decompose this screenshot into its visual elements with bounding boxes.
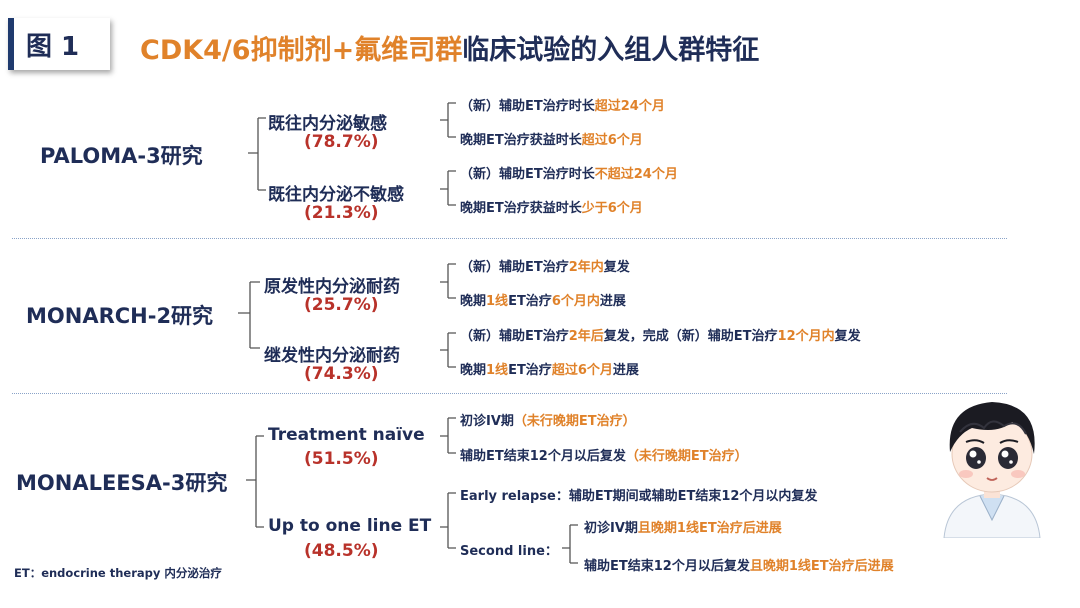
bracket-monaleesa — [246, 435, 264, 528]
criterion: （新）辅助ET治疗时长不超过24个月 — [460, 167, 678, 182]
bracket-monarch-g2 — [440, 332, 456, 368]
separator-1 — [12, 238, 1007, 239]
doctor-avatar-illustration — [943, 402, 1041, 538]
group-percent: (78.7%) — [304, 132, 379, 152]
footnote: ET：endocrine therapy 内分泌治疗 — [14, 566, 222, 580]
title-part2: 临床试验的入组人群特征 — [462, 35, 760, 66]
group-label: Treatment naïve — [268, 425, 425, 445]
study-name-paloma: PALOMA-3研究 — [40, 144, 203, 168]
bracket-paloma-g1 — [440, 102, 456, 138]
study-name-monarch: MONARCH-2研究 — [26, 304, 214, 328]
group-label: 既往内分泌敏感 — [268, 114, 387, 134]
bracket-second-line — [562, 524, 578, 564]
criterion: 晚期1线ET治疗超过6个月进展 — [460, 363, 639, 378]
group-percent: (48.5%) — [304, 541, 379, 561]
bracket-monarch-g1 — [440, 263, 456, 299]
figure-label: 图 1 — [8, 18, 110, 70]
page-title: CDK4/6抑制剂+氟维司群临床试验的入组人群特征 — [140, 28, 759, 67]
group-label: 继发性内分泌耐药 — [264, 346, 400, 366]
criterion: 初诊IV期（未行晚期ET治疗） — [460, 414, 636, 429]
criterion: （新）辅助ET治疗2年内复发 — [460, 260, 630, 275]
separator-2 — [12, 393, 1007, 394]
figure-label-text: 图 1 — [26, 32, 80, 62]
bracket-monaleesa-g1 — [440, 417, 456, 454]
bracket-monaleesa-g2 — [440, 492, 456, 549]
group-percent: (74.3%) — [304, 364, 379, 384]
early-relapse-criterion: Early relapse：辅助ET期间或辅助ET结束12个月以内复发 — [460, 489, 818, 504]
group-percent: (25.7%) — [304, 295, 379, 315]
group-label: Up to one line ET — [268, 516, 432, 536]
bracket-monarch — [238, 281, 260, 349]
group-label: 原发性内分泌耐药 — [264, 277, 400, 297]
criterion: 晚期1线ET治疗6个月内进展 — [460, 294, 626, 309]
criterion: 晚期ET治疗获益时长少于6个月 — [460, 201, 643, 216]
criterion: （新）辅助ET治疗时长超过24个月 — [460, 99, 665, 114]
criterion: 初诊IV期且晚期1线ET治疗后进展 — [584, 521, 782, 536]
criterion: 晚期ET治疗获益时长超过6个月 — [460, 133, 643, 148]
group-percent: (21.3%) — [304, 203, 379, 223]
group-label: 既往内分泌不敏感 — [268, 185, 404, 205]
criterion: 辅助ET结束12个月以后复发（未行晚期ET治疗） — [460, 449, 748, 464]
bracket-paloma-g2 — [440, 170, 456, 206]
criterion: （新）辅助ET治疗2年后复发，完成（新）辅助ET治疗12个月内复发 — [460, 329, 861, 344]
bracket-paloma — [248, 117, 266, 191]
second-line-label: Second line： — [460, 544, 558, 559]
criterion: 辅助ET结束12个月以后复发且晚期1线ET治疗后进展 — [584, 559, 894, 574]
study-name-monaleesa: MONALEESA-3研究 — [16, 471, 228, 495]
group-percent: (51.5%) — [304, 449, 379, 469]
title-part1: CDK4/6抑制剂+氟维司群 — [140, 35, 463, 66]
